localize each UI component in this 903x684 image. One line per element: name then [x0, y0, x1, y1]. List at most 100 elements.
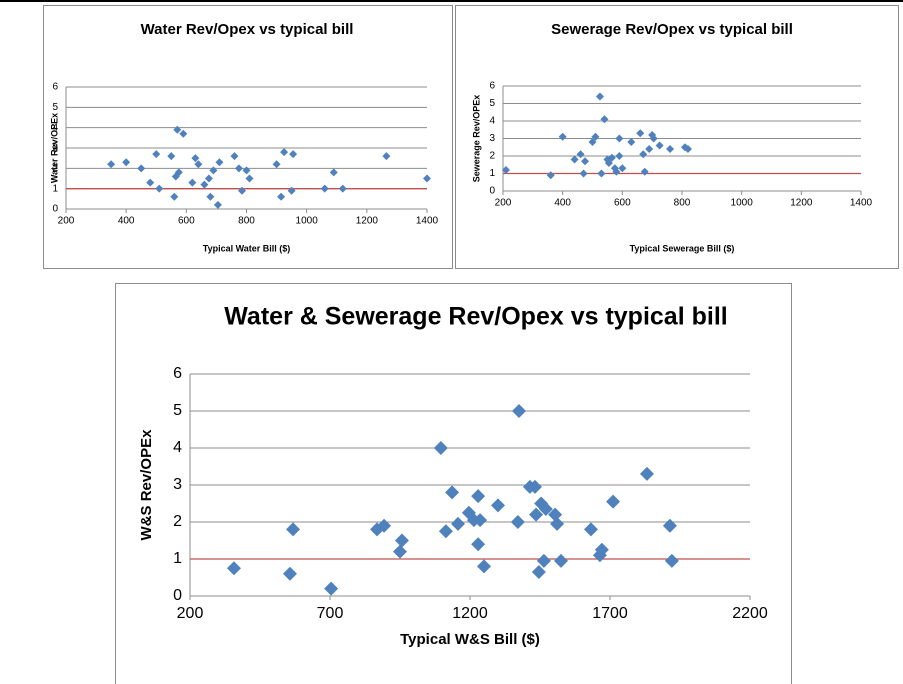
data-point [237, 186, 246, 195]
data-point [595, 92, 604, 101]
y-tick-label: 1 [52, 183, 58, 194]
y-tick-label: 4 [173, 439, 182, 456]
x-tick-label: 1200 [356, 216, 379, 227]
x-tick-label: 800 [238, 216, 255, 227]
data-point [338, 184, 347, 193]
data-point [209, 166, 218, 175]
data-point [173, 125, 182, 134]
y-axis-label: Sewerage Rev/OPEx [471, 95, 481, 183]
data-point [179, 129, 188, 138]
data-point [438, 524, 453, 539]
data-point [289, 150, 298, 159]
data-point [155, 184, 164, 193]
data-point [649, 134, 658, 143]
x-tick-label: 1200 [452, 605, 488, 622]
data-point [146, 178, 155, 187]
data-point [527, 479, 542, 494]
data-point [137, 164, 146, 173]
data-point [570, 155, 579, 164]
data-point [174, 168, 183, 177]
data-point [188, 178, 197, 187]
data-point [450, 516, 465, 531]
data-point [594, 542, 609, 557]
data-point [581, 157, 590, 166]
data-point [226, 561, 241, 576]
data-point [548, 507, 563, 522]
data-point [423, 174, 431, 183]
data-point [473, 513, 488, 528]
y-tick-label: 2 [489, 151, 495, 162]
data-point [615, 134, 624, 143]
data-point [579, 169, 588, 178]
data-point [433, 441, 448, 455]
data-point [200, 180, 209, 189]
y-tick-label: 2 [52, 163, 58, 174]
chart-frame [115, 283, 792, 684]
data-point [272, 160, 281, 169]
data-point [639, 150, 648, 159]
data-point [615, 152, 624, 160]
data-point [501, 166, 510, 174]
data-point [382, 152, 391, 161]
data-point [604, 159, 613, 167]
data-point [612, 167, 621, 176]
data-point [576, 150, 585, 159]
data-point [277, 192, 286, 201]
data-point [645, 145, 654, 153]
chart-frame [43, 5, 453, 269]
data-point [445, 485, 460, 500]
x-tick-label: 700 [317, 605, 344, 622]
y-axis-label: Water Rev/OPEx [49, 113, 59, 183]
data-point [536, 553, 551, 568]
data-point [107, 160, 116, 169]
data-point [588, 138, 597, 146]
data-point [529, 507, 544, 522]
data-point [606, 494, 621, 509]
data-point [282, 566, 297, 581]
data-point [245, 174, 254, 183]
y-tick-label: 5 [489, 98, 495, 109]
data-point [627, 138, 636, 146]
y-tick-label: 3 [52, 143, 58, 154]
y-tick-label: 2 [173, 513, 182, 530]
data-point [213, 200, 222, 209]
y-tick-label: 5 [52, 102, 58, 113]
data-point [554, 553, 568, 568]
data-point [204, 174, 213, 183]
data-point [230, 152, 239, 161]
y-tick-label: 5 [173, 402, 182, 419]
data-point [194, 160, 203, 169]
y-axis-label: W&S Rev/OPEx [138, 429, 155, 541]
data-point [558, 132, 567, 141]
x-tick-label: 1700 [592, 605, 628, 622]
x-tick-label: 200 [177, 605, 204, 622]
data-point [597, 169, 606, 178]
y-tick-label: 4 [52, 122, 58, 133]
x-tick-label: 400 [554, 198, 571, 209]
x-tick-label: 2200 [732, 605, 768, 622]
x-axis-label: Typical W&S Bill ($) [400, 631, 540, 648]
x-axis-label: Typical Water Bill ($) [203, 243, 291, 253]
chart-title: Sewerage Rev/Opex vs typical bill [551, 21, 793, 38]
x-tick-label: 600 [614, 198, 631, 209]
data-point [324, 581, 339, 596]
y-tick-label: 0 [52, 204, 58, 215]
y-tick-label: 6 [489, 81, 495, 92]
y-tick-label: 0 [489, 186, 495, 197]
data-point [662, 518, 677, 533]
data-point [206, 192, 215, 201]
data-point [664, 553, 679, 568]
data-point [329, 168, 338, 177]
x-tick-label: 400 [118, 216, 135, 227]
chart-title: Water Rev/Opex vs typical bill [141, 21, 354, 38]
data-point [531, 564, 546, 579]
x-tick-label: 600 [178, 216, 195, 227]
chart-frame [455, 5, 899, 269]
data-point [591, 132, 600, 141]
data-point [618, 164, 627, 173]
data-point [377, 518, 392, 533]
data-point [215, 158, 224, 167]
y-tick-label: 1 [489, 168, 495, 179]
y-tick-label: 3 [173, 476, 182, 493]
data-point [286, 522, 301, 537]
